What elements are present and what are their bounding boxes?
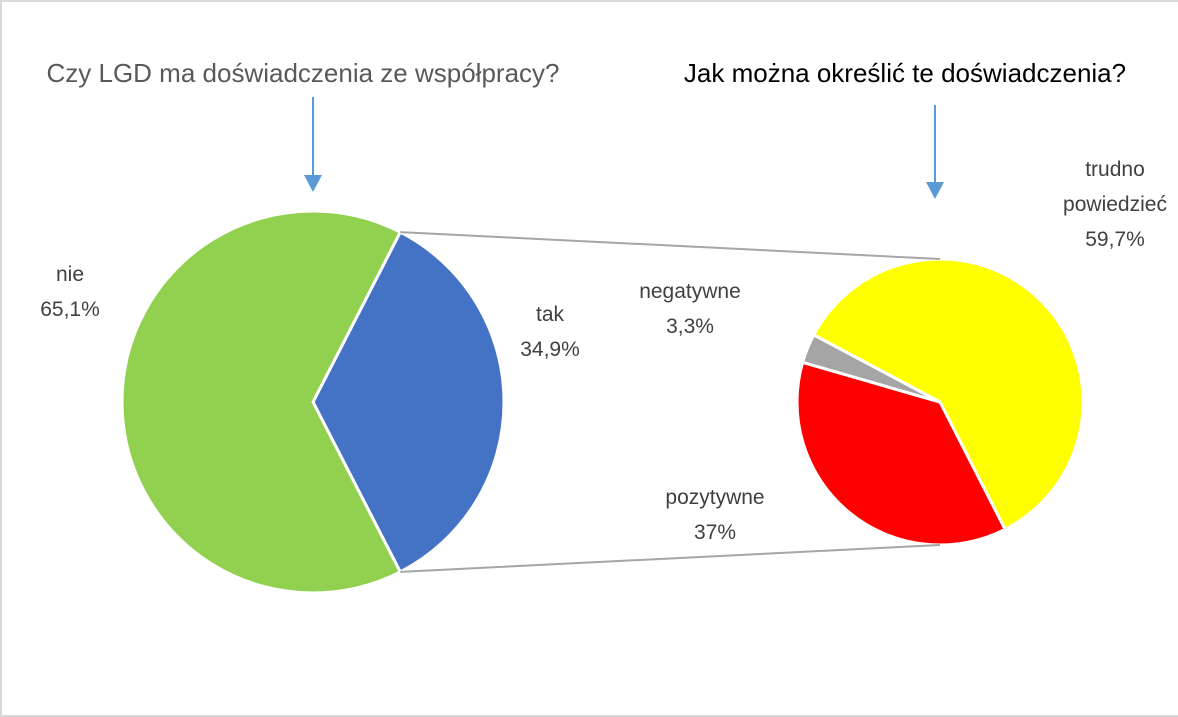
arrow-head xyxy=(926,182,944,199)
slice-value-label: 3,3% xyxy=(666,315,714,338)
pie-slice xyxy=(311,230,506,574)
pie-slice xyxy=(795,360,1008,547)
slice-label: nie xyxy=(55,263,85,286)
connector-line xyxy=(400,544,941,573)
slice-label: tak xyxy=(535,303,564,326)
pie-slice xyxy=(120,209,403,595)
slice-label: negatywne xyxy=(639,280,741,303)
pie-slice xyxy=(800,332,941,404)
slice-value-label: 65,1% xyxy=(40,298,100,321)
slice-value-label: 34,9% xyxy=(520,338,580,361)
pie-slice xyxy=(811,257,1085,532)
slice-label: trudno powiedzieć xyxy=(1063,158,1167,216)
slice-value-label: 59,7% xyxy=(1085,228,1145,251)
arrow-head xyxy=(304,175,322,192)
chart-title: Czy LGD ma doświadczenia ze współpracy? xyxy=(46,58,560,88)
chart-title: Jak można określić te doświadczenia? xyxy=(683,58,1127,88)
connector-line xyxy=(400,231,941,260)
slice-label: pozytywne xyxy=(665,486,765,509)
slice-value-label: 37% xyxy=(693,521,737,544)
